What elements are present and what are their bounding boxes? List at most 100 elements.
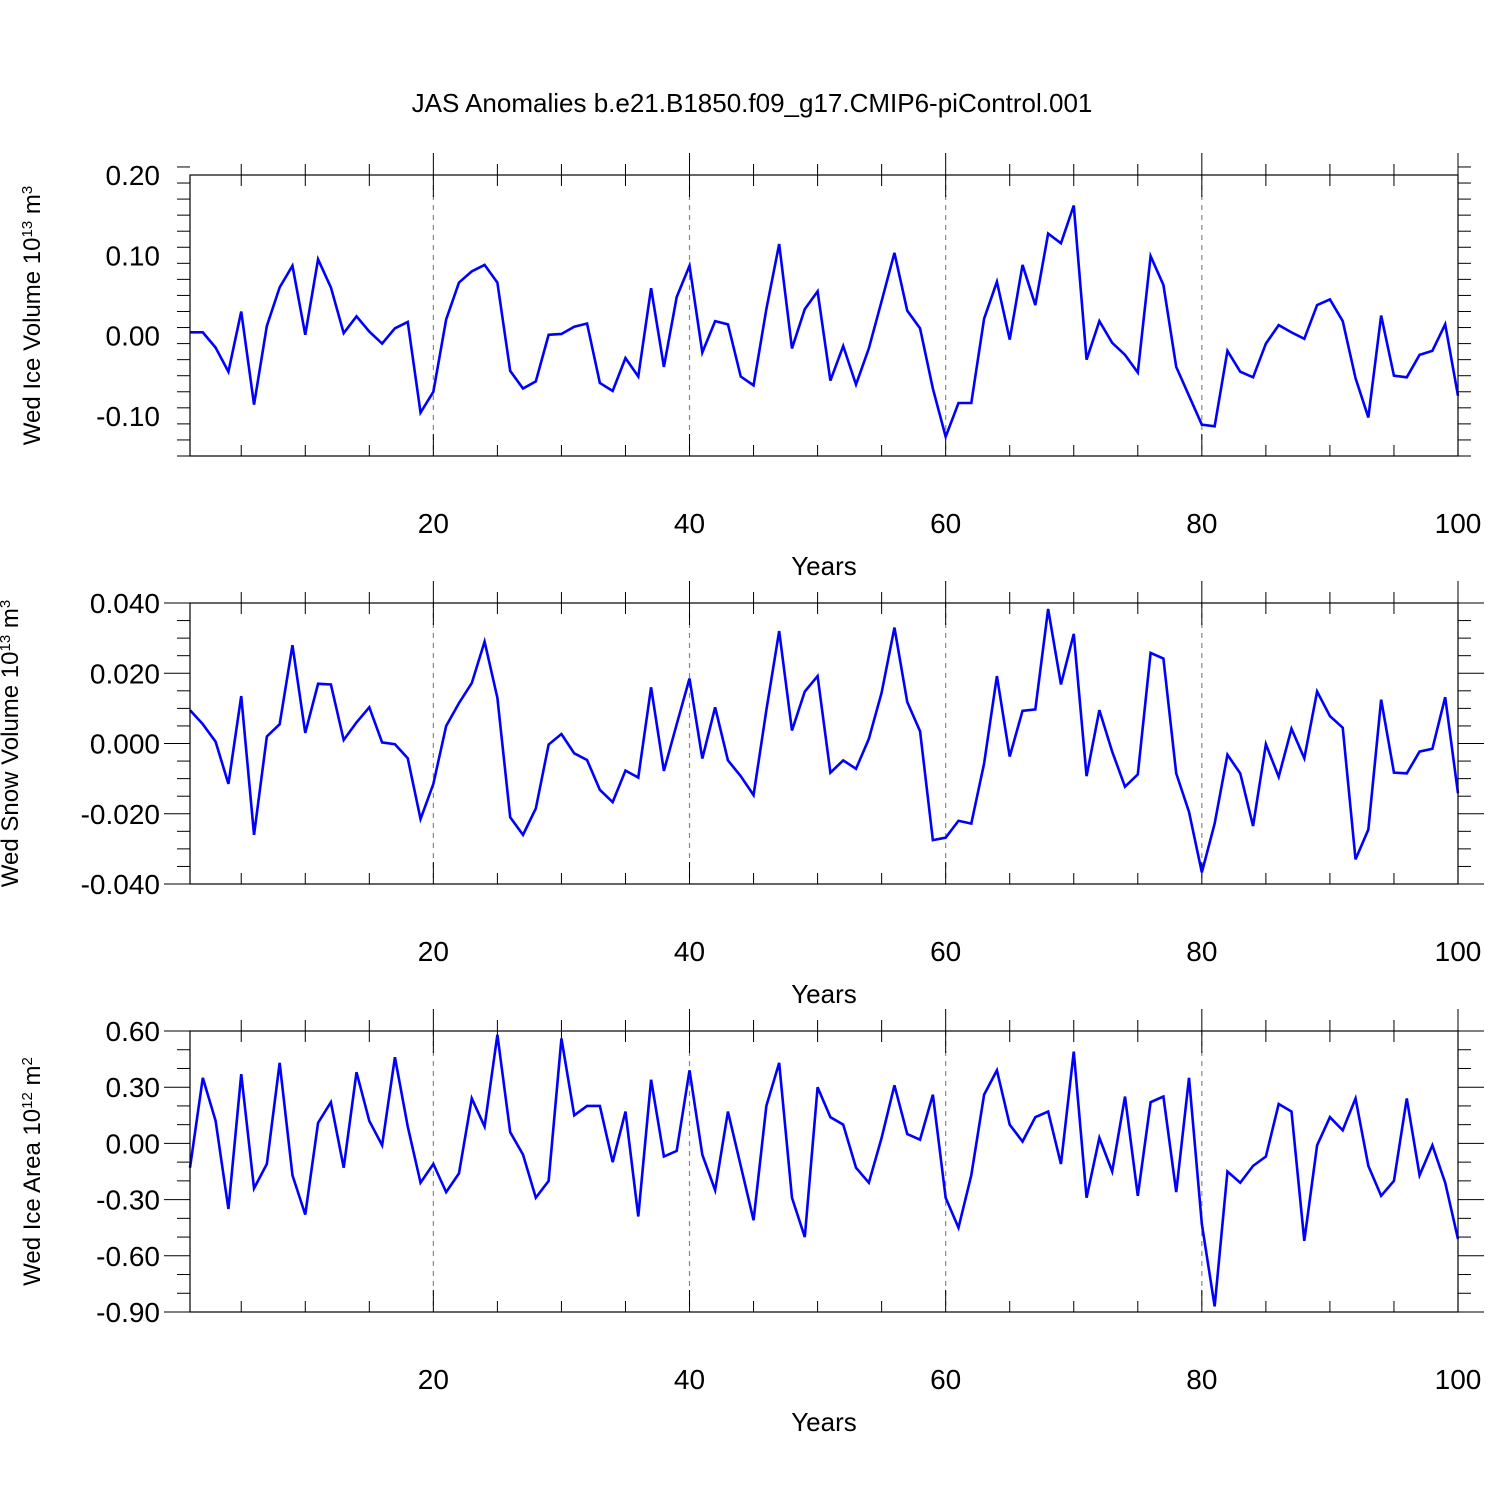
data-point [1226, 350, 1229, 353]
data-point [1418, 750, 1421, 753]
data-point [432, 390, 435, 393]
data-point [1341, 726, 1344, 729]
data-point [1405, 376, 1408, 379]
data-point [509, 370, 512, 373]
y-axis-label-superscript: 13 [0, 635, 14, 652]
data-point [829, 771, 832, 774]
data-point [214, 740, 217, 743]
data-point [1393, 1180, 1396, 1183]
data-point [688, 677, 691, 680]
data-point [1393, 374, 1396, 377]
data-point [778, 243, 781, 246]
data-point [816, 1086, 819, 1089]
y-tick-label: 0.020 [90, 658, 160, 689]
data-point [1316, 1144, 1319, 1147]
data-point [919, 327, 922, 330]
data-point [1367, 416, 1370, 419]
data-point [304, 1213, 307, 1216]
data-point [330, 286, 333, 289]
data-point [970, 402, 973, 405]
series-line-ice-area [188, 1034, 1460, 1307]
data-point [1290, 331, 1293, 334]
data-point [573, 752, 576, 755]
data-point [1239, 772, 1242, 775]
data-point [624, 769, 627, 772]
data-point [381, 741, 384, 744]
data-point [278, 723, 281, 726]
data-point [791, 347, 794, 350]
y-axis-label-superscript: 13 [19, 221, 36, 238]
panels: 0.20 0.10 0.00 -0.10 20 40 60 80 100 Years Wed Ice… [0, 153, 1484, 1437]
y-tick-label: -0.30 [96, 1185, 160, 1216]
data-point [880, 691, 883, 694]
data-point [1136, 773, 1139, 776]
data-point [624, 357, 627, 360]
data-point [381, 1144, 384, 1147]
x-axis-label: Years [791, 1407, 857, 1437]
data-point [1008, 1123, 1011, 1126]
data-point [842, 759, 845, 762]
data-point [829, 1116, 832, 1119]
data-point [1213, 425, 1216, 428]
data-point [406, 1125, 409, 1128]
data-point [1136, 371, 1139, 374]
data-point [227, 1208, 230, 1211]
data-point [1265, 743, 1268, 746]
data-point [1060, 1163, 1063, 1166]
data-point [1111, 1170, 1114, 1173]
data-point [727, 323, 730, 326]
y-axis-label-superscript: 3 [19, 186, 36, 194]
data-point [727, 1110, 730, 1113]
data-point [368, 330, 371, 333]
data-point [765, 1105, 768, 1108]
data-point [419, 1181, 422, 1184]
data-point [1111, 341, 1114, 344]
data-point [880, 1136, 883, 1139]
data-point [342, 332, 345, 335]
y-axis-label-part: m [19, 194, 46, 221]
data-point [752, 384, 755, 387]
data-point [1060, 242, 1063, 245]
data-point [1201, 1223, 1204, 1226]
data-point [829, 379, 832, 382]
data-point [1265, 1155, 1268, 1158]
y-tick-label: 0.20 [106, 160, 161, 191]
data-point [637, 375, 640, 378]
data-point [394, 1056, 397, 1059]
data-point [650, 686, 653, 689]
data-point [944, 1196, 947, 1199]
data-point [663, 1155, 666, 1158]
data-point [932, 387, 935, 390]
data-point [739, 375, 742, 378]
data-point [509, 1131, 512, 1134]
data-point [535, 1196, 538, 1199]
data-point [1354, 377, 1357, 380]
data-point [202, 331, 205, 334]
data-point [330, 683, 333, 686]
data-point [932, 1093, 935, 1096]
data-point [842, 1123, 845, 1126]
data-point [983, 317, 986, 320]
data-point [1303, 757, 1306, 760]
data-point [1201, 871, 1204, 874]
data-point [240, 310, 243, 313]
y-tick-label: 0.30 [106, 1072, 161, 1103]
data-point [906, 309, 909, 312]
data-point [1329, 1116, 1332, 1119]
data-point [1239, 1181, 1242, 1184]
data-point [1072, 204, 1075, 207]
x-tick-label: 80 [1186, 1364, 1217, 1395]
data-point [291, 264, 294, 267]
panel-ice-area: 0.60 0.30 0.00 -0.30 -0.60 -0.90 20 40 60 80 100 Ye… [19, 1009, 1484, 1437]
data-point [1252, 1165, 1255, 1168]
x-tick-label: 80 [1186, 936, 1217, 967]
data-point [586, 1105, 589, 1108]
data-point [1021, 710, 1024, 713]
data-point [868, 738, 871, 741]
data-point [1021, 264, 1024, 267]
x-tick-label: 20 [418, 1364, 449, 1395]
data-point [1380, 314, 1383, 317]
data-point [1136, 1195, 1139, 1198]
data-point [1188, 394, 1191, 397]
data-point [1290, 727, 1293, 730]
